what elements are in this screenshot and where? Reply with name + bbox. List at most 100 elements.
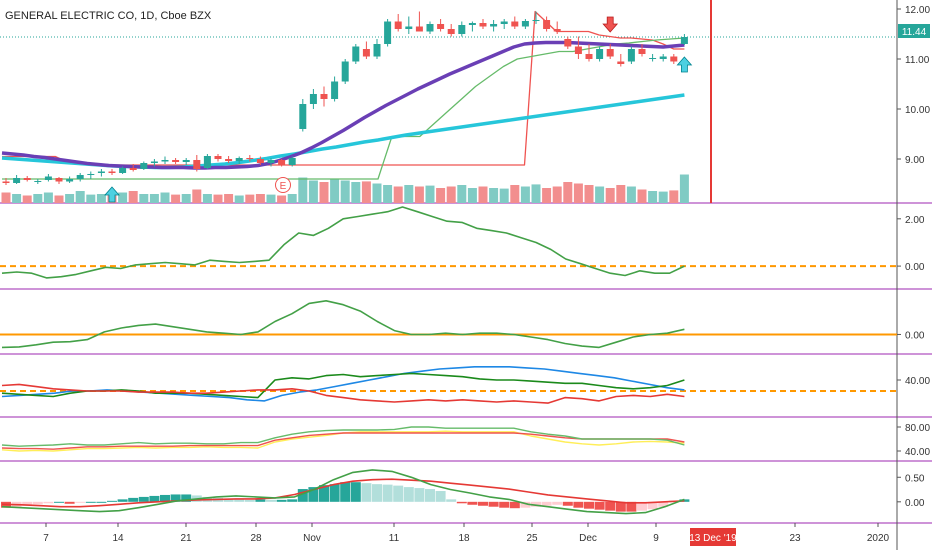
macd-histogram-bar [22,501,33,506]
volume-bar [446,186,456,203]
candle-body [638,49,646,54]
macd-histogram-bar [456,501,467,504]
volume-bar [118,192,128,203]
band-upper-line [2,10,685,166]
candle-body [649,58,657,59]
macd-histogram-bar [234,499,245,502]
volume-bar [75,191,85,203]
indicator-tick-label: 0.50 [905,473,925,484]
volume-bar [457,185,467,203]
candle-body [150,161,158,163]
macd-histogram-bar [435,491,446,502]
volume-bar [383,185,393,203]
candle-body [468,23,476,25]
candle-body [55,178,63,182]
indicator-tick-label: 2.00 [905,215,925,226]
candle-body [585,54,593,59]
volume-bar [361,181,371,203]
chart-title: GENERAL ELECTRIC CO, 1D, Cboe BZX [5,10,212,22]
indicator-lines [0,10,897,180]
volume-bar [33,194,43,203]
volume-bar [669,190,679,203]
volume-bar [139,194,149,203]
candle-body [66,179,74,182]
time-tick-label: 14 [112,533,124,544]
volume-bar [22,195,32,203]
candle-body [193,160,201,169]
candle-body [172,160,180,162]
time-axis: 7 14 21 28 Nov 11 18 25 Dec 9 23 2020 [43,523,890,544]
macd-histogram-bar [43,501,54,504]
candle-body [182,160,190,162]
volume-bar [149,194,159,203]
volume-bar [658,191,668,203]
macd-histogram-bar [107,500,117,502]
time-tick-label: 28 [250,533,262,544]
date-cursor-badge [690,528,736,546]
time-tick-label: 7 [43,533,49,544]
candle-body [680,37,688,44]
volume-bar [128,191,138,203]
macd-histogram-bar [531,501,541,507]
volume-bar [234,195,244,203]
macd-histogram-bar [85,501,96,503]
candle-body [331,81,339,99]
event-marker-label: E [280,181,287,192]
time-tick-label: 18 [458,533,470,544]
price-tick-label: 9.00 [905,155,925,166]
candle-body [606,49,614,57]
candle-body [394,21,402,29]
event-marker[interactable]: E [275,177,291,193]
candle-body [129,168,137,170]
volume-bar [573,183,583,203]
macd-histogram-bar [605,501,616,511]
macd-histogram-bar [382,484,393,502]
macd-histogram-bar [594,501,605,510]
macd-histogram-bar [414,488,425,502]
signal-markers [104,16,693,203]
candle-body [511,21,519,27]
volume-bar [298,177,308,203]
volume-bar [266,194,276,203]
time-tick-label: 9 [653,533,659,544]
macd-histogram-bar [32,501,43,505]
macd-histogram-bar [255,499,266,502]
macd-histogram-bar [160,494,170,502]
candle-body [288,158,296,165]
macd-histogram-bar [615,501,626,512]
volume-bar [436,188,446,203]
candle-body [108,171,116,173]
volume-bar [372,183,382,203]
earnings-event-icon[interactable] [275,177,291,193]
macd-histogram-bar [244,499,255,502]
candle-body [373,44,381,57]
volume-bar [192,189,202,203]
candle-body [299,104,307,129]
candle-body [13,178,21,183]
candle-body [256,159,264,163]
candle-body [119,168,127,173]
macd-histogram-bar [541,501,552,506]
candle-body [309,94,317,104]
volume-bar [605,188,615,203]
indicator-tick-label: 0.00 [905,262,925,273]
volume-bar [54,195,64,203]
macd-histogram-bar [478,501,488,506]
volume-bar [255,194,265,203]
price-tick-label: 12.00 [905,5,930,16]
candle-body [225,159,233,161]
volume-bar [181,194,191,203]
stochastic-series-line [1,426,685,447]
macd-histogram-bar [467,501,478,505]
macd-line [1,469,685,515]
last-price-tag: 11.44 [898,24,930,38]
macd-histogram-bar [181,494,192,502]
candle-body [617,61,625,64]
volume-bar [499,188,509,203]
buy-arrow-icon [104,186,120,203]
stochastic-series-line [1,430,685,452]
candle-body [44,176,52,180]
volume-bar [86,194,96,203]
